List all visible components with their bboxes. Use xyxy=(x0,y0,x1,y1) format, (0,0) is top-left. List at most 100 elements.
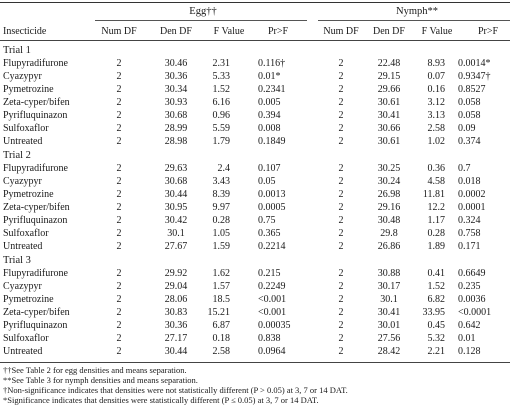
nymph-pr-f-cell: 0.642 xyxy=(458,320,481,331)
table-row: Sulfoxaflor 2 27.17 0.18 0.838 2 27.56 5.32 0.01 xyxy=(0,332,510,345)
egg-f-value-cell: 0.96 xyxy=(212,110,231,121)
egg-den-df-cell: 27.67 xyxy=(164,241,188,252)
egg-pr-f-cell: 0.838 xyxy=(258,333,281,344)
egg-pr-f-cell: 0.0005 xyxy=(258,202,286,213)
table-row: Cyazypyr 2 30.68 3.43 0.05 2 30.24 4.58 0.018 xyxy=(0,175,510,188)
nymph-f-value-cell: 1.02 xyxy=(427,136,446,147)
trial-label: Trial 3 xyxy=(3,255,31,266)
nymph-pr-f-cell: 0.171 xyxy=(458,241,481,252)
nymph-pr-f-cell: 0.128 xyxy=(458,346,481,357)
egg-pr-f-cell: 0.116† xyxy=(258,58,286,69)
nymph-den-df-cell: 30.61 xyxy=(377,136,401,147)
egg-pr-f-cell: 0.2249 xyxy=(258,281,286,292)
nymph-f-value-cell: 0.45 xyxy=(427,320,446,331)
egg-den-df-cell: 30.44 xyxy=(164,189,188,200)
egg-pr-f-cell: 0.215 xyxy=(258,268,281,279)
insecticide-name-cell: Pymetrozine xyxy=(3,84,54,95)
table-row: Pymetrozine 2 28.06 18.5 <0.001 2 30.1 6.82 0.00… xyxy=(0,293,510,306)
egg-den-df-cell: 30.36 xyxy=(164,320,188,331)
egg-num-df-cell: 2 xyxy=(116,281,122,292)
nymph-f-value-cell: 12.2 xyxy=(427,202,446,213)
nymph-pr-f-cell: 0.374 xyxy=(458,136,481,147)
egg-pr-f-cell: 0.005 xyxy=(258,97,281,108)
egg-pr-f-cell: 0.107 xyxy=(258,163,281,174)
nymph-f-value-cell: 8.93 xyxy=(427,58,446,69)
nymph-num-df-cell: 2 xyxy=(338,228,344,239)
insecticide-name-cell: Zeta-cyper/bifen xyxy=(3,307,70,318)
col-header-f-value-nymph: F Value xyxy=(421,26,453,37)
nymph-den-df-cell: 26.98 xyxy=(377,189,401,200)
nymph-group-header: Nymph** xyxy=(396,6,438,17)
egg-num-df-cell: 2 xyxy=(116,163,122,174)
table-row: Pyrifluquinazon 2 30.42 0.28 0.75 2 30.48 1.17 0… xyxy=(0,214,510,227)
table-row: Zeta-cyper/bifen 2 30.93 6.16 0.005 2 30.61 3.1… xyxy=(0,96,510,109)
nymph-den-df-cell: 30.48 xyxy=(377,215,401,226)
nymph-group-rule xyxy=(318,20,510,21)
nymph-f-value-cell: 3.12 xyxy=(427,97,446,108)
footnote-nymph: **See Table 3 for nymph densities and me… xyxy=(3,375,198,385)
egg-den-df-cell: 30.46 xyxy=(164,58,188,69)
nymph-den-df-cell: 29.8 xyxy=(380,228,398,239)
egg-f-value-cell: 6.87 xyxy=(212,320,231,331)
nymph-num-df-cell: 2 xyxy=(338,346,344,357)
nymph-den-df-cell: 30.01 xyxy=(377,320,401,331)
nymph-pr-f-cell: 0.235 xyxy=(458,281,481,292)
insecticide-name-cell: Pymetrozine xyxy=(3,189,54,200)
nymph-den-df-cell: 29.66 xyxy=(377,84,401,95)
egg-den-df-cell: 29.92 xyxy=(164,268,188,279)
trial-label: Trial 2 xyxy=(3,150,31,161)
egg-f-value-cell: 1.79 xyxy=(212,136,231,147)
egg-f-value-cell: 9.97 xyxy=(212,202,231,213)
nymph-den-df-cell: 30.1 xyxy=(380,294,398,305)
egg-num-df-cell: 2 xyxy=(116,189,122,200)
egg-f-value-cell: 1.62 xyxy=(212,268,231,279)
nymph-f-value-cell: 2.58 xyxy=(427,123,446,134)
footnote-egg: ††See Table 2 for egg densities and mean… xyxy=(3,365,187,375)
egg-num-df-cell: 2 xyxy=(116,202,122,213)
egg-pr-f-cell: 0.1849 xyxy=(258,136,286,147)
egg-den-df-cell: 30.93 xyxy=(164,97,188,108)
insecticide-name-cell: Pyrifluquinazon xyxy=(3,110,68,121)
egg-num-df-cell: 2 xyxy=(116,136,122,147)
nymph-den-df-cell: 30.41 xyxy=(377,110,401,121)
egg-pr-f-cell: 0.75 xyxy=(258,215,276,226)
egg-f-value-cell: 5.33 xyxy=(212,71,231,82)
egg-f-value-cell: 2.31 xyxy=(212,58,231,69)
egg-f-value-cell: 6.16 xyxy=(212,97,231,108)
table-row: Flupyradifurone 2 29.92 1.62 0.215 2 30.88 0.41… xyxy=(0,267,510,280)
table-top-rule xyxy=(0,2,510,3)
egg-group-rule xyxy=(95,20,307,21)
nymph-f-value-cell: 5.32 xyxy=(427,333,446,344)
table-row: Untreated 2 28.98 1.79 0.1849 2 30.61 1.02 0.374 xyxy=(0,135,510,148)
egg-pr-f-cell: 0.394 xyxy=(258,110,281,121)
insecticide-name-cell: Pymetrozine xyxy=(3,294,54,305)
nymph-num-df-cell: 2 xyxy=(338,320,344,331)
nymph-pr-f-cell: 0.018 xyxy=(458,176,481,187)
egg-pr-f-cell: 0.01* xyxy=(258,71,281,82)
nymph-num-df-cell: 2 xyxy=(338,97,344,108)
egg-group-header: Egg†† xyxy=(189,6,217,17)
egg-num-df-cell: 2 xyxy=(116,268,122,279)
table-row: Cyazypyr 2 29.04 1.57 0.2249 2 30.17 1.52 0.235 xyxy=(0,280,510,293)
egg-pr-f-cell: 0.008 xyxy=(258,123,281,134)
table-row: Zeta-cyper/bifen 2 30.95 9.97 0.0005 2 29.16 12… xyxy=(0,201,510,214)
footnote-significance: *Significance indicates that densities w… xyxy=(3,395,319,405)
egg-pr-f-cell: 0.2341 xyxy=(258,84,286,95)
egg-den-df-cell: 30.1 xyxy=(167,228,185,239)
nymph-num-df-cell: 2 xyxy=(338,215,344,226)
nymph-den-df-cell: 30.41 xyxy=(377,307,401,318)
egg-pr-f-cell: 0.0013 xyxy=(258,189,286,200)
nymph-num-df-cell: 2 xyxy=(338,202,344,213)
insecticide-name-cell: Pyrifluquinazon xyxy=(3,215,68,226)
egg-den-df-cell: 30.83 xyxy=(164,307,188,318)
insecticide-name-cell: Flupyradifurone xyxy=(3,58,68,69)
insecticide-name-cell: Cyazypyr xyxy=(3,281,42,292)
nymph-num-df-cell: 2 xyxy=(338,281,344,292)
nymph-pr-f-cell: 0.324 xyxy=(458,215,481,226)
egg-f-value-cell: 8.39 xyxy=(212,189,231,200)
nymph-num-df-cell: 2 xyxy=(338,58,344,69)
insecticide-header: Insecticide xyxy=(3,26,47,37)
header-bottom-rule xyxy=(0,40,510,41)
egg-f-value-cell: 1.52 xyxy=(212,84,231,95)
egg-num-df-cell: 2 xyxy=(116,97,122,108)
